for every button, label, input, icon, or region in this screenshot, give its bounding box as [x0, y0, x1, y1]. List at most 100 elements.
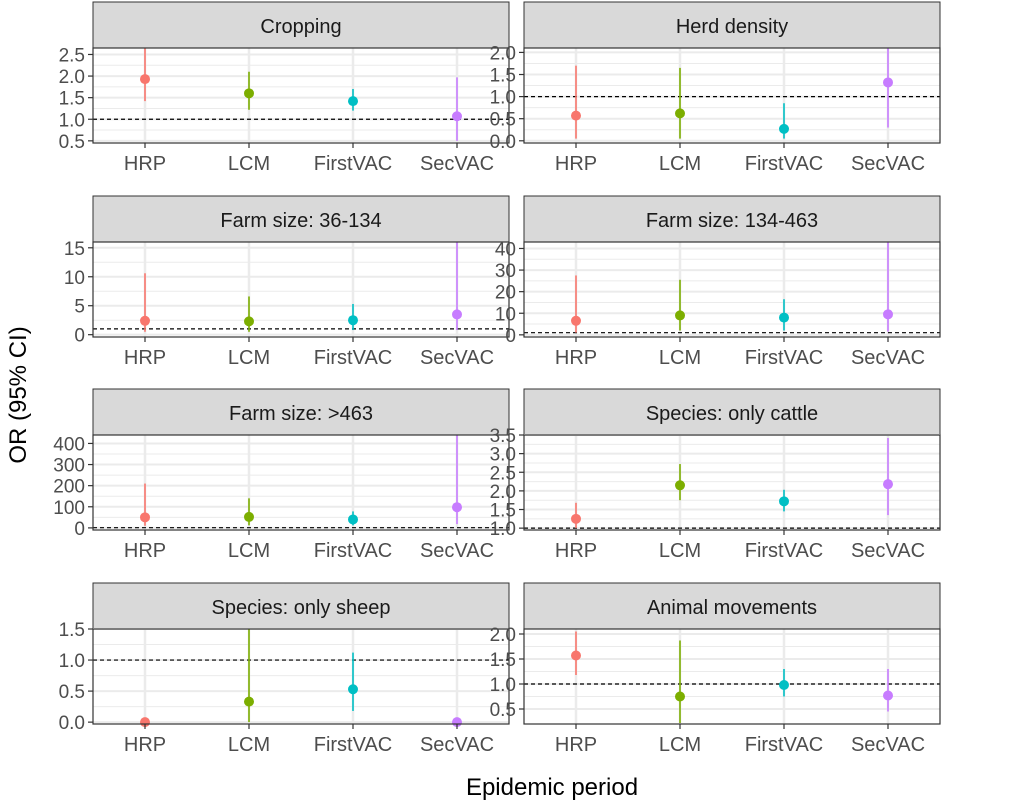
- panel-species-only-sheep: Species: only sheep 0.0 0.5 1.0 1.5 HRP LCM Fir…: [59, 582, 510, 756]
- x-tick-label-hrp-animal-movements: HRP: [555, 734, 597, 756]
- panel-background-herd-density: [524, 48, 940, 143]
- panel-background-species-only-sheep: [93, 629, 509, 724]
- strip-title-cropping: Cropping: [260, 16, 341, 38]
- y-tick-label-species-only-sheep: 0.0: [59, 713, 85, 734]
- point-secvac-species-only-cattle: [883, 479, 893, 490]
- x-tick-label-secvac-cropping: SecVAC: [420, 153, 494, 175]
- x-tick-label-lcm-cropping: LCM: [228, 153, 270, 175]
- x-tick-label-lcm-farm-size-134-463: LCM: [659, 347, 701, 369]
- panel-border-species-only-sheep: [92, 628, 510, 725]
- point-hrp-herd-density: [571, 110, 581, 121]
- y-tick-label-farm-size-134-463: 40: [495, 239, 516, 260]
- panel-border-animal-movements: [523, 628, 941, 725]
- panel-herd-density: Herd density 0.00.51.01.52.0 HRP LCM FirstVA…: [490, 1, 941, 175]
- x-tick-label-firstvac-herd-density: FirstVAC: [745, 153, 824, 175]
- y-tick-label-animal-movements: 1.0: [490, 675, 516, 696]
- strip-herd-density: [523, 1, 941, 49]
- point-firstvac-farm-size-36-134: [348, 315, 358, 326]
- y-tick-label-farm-size-463: 200: [53, 477, 85, 498]
- x-tick-label-hrp-farm-size-36-134: HRP: [124, 347, 166, 369]
- point-firstvac-herd-density: [779, 123, 789, 134]
- x-tick-label-secvac-species-only-cattle: SecVAC: [851, 540, 925, 562]
- y-tick-label-species-only-cattle: 1.0: [490, 519, 516, 540]
- strip-species-only-cattle: [523, 388, 941, 436]
- panel-animal-movements: Animal movements 0.5 1.0 1.5 2.0 HRP LCM FirstV…: [490, 582, 941, 756]
- x-tick-label-lcm-farm-size-463: LCM: [228, 540, 270, 562]
- x-tick-label-lcm-species-only-cattle: LCM: [659, 540, 701, 562]
- x-tick-label-secvac-herd-density: SecVAC: [851, 153, 925, 175]
- point-lcm-cropping: [244, 88, 254, 99]
- point-lcm-farm-size-134-463: [675, 310, 685, 321]
- panel-background-cropping: [93, 48, 509, 143]
- strip-title-farm-size-463: Farm size: >463: [229, 403, 373, 425]
- panel-border-cropping: [92, 47, 510, 144]
- point-secvac-species-only-sheep: [452, 717, 462, 728]
- strip-title-species-only-cattle: Species: only cattle: [646, 403, 818, 425]
- panel-farm-size-36-134: Farm size: 36-134 0 5 10 15 HRP LCM FirstVAC Sec…: [64, 195, 510, 369]
- point-secvac-farm-size-36-134: [452, 309, 462, 320]
- x-tick-label-hrp-herd-density: HRP: [555, 153, 597, 175]
- y-tick-label-species-only-cattle: 1.5: [490, 501, 516, 522]
- x-tick-label-lcm-farm-size-36-134: LCM: [228, 347, 270, 369]
- y-tick-label-farm-size-36-134: 15: [64, 239, 85, 260]
- y-tick-label-farm-size-36-134: 0: [74, 326, 85, 347]
- point-lcm-animal-movements: [675, 691, 685, 702]
- panel-background-farm-size-134-463: [524, 242, 940, 337]
- x-tick-label-lcm-herd-density: LCM: [659, 153, 701, 175]
- panel-species-only-cattle: Species: only cattle 1.01.52.02.53.03.5 HR…: [490, 388, 941, 562]
- point-hrp-animal-movements: [571, 650, 581, 661]
- strip-farm-size-134-463: [523, 195, 941, 243]
- y-tick-label-farm-size-134-463: 10: [495, 304, 516, 325]
- point-lcm-species-only-sheep: [244, 696, 254, 707]
- point-lcm-herd-density: [675, 108, 685, 119]
- point-firstvac-cropping: [348, 96, 358, 107]
- y-tick-label-herd-density: 1.5: [490, 66, 516, 87]
- panel-border-farm-size-36-134: [92, 241, 510, 338]
- y-tick-label-herd-density: 1.0: [490, 88, 516, 109]
- y-tick-label-herd-density: 0.0: [490, 132, 516, 153]
- x-tick-label-secvac-farm-size-36-134: SecVAC: [420, 347, 494, 369]
- panel-background-farm-size-36-134: [93, 242, 509, 337]
- point-hrp-farm-size-134-463: [571, 315, 581, 326]
- panel-border-farm-size-463: [92, 434, 510, 531]
- y-tick-label-cropping: 1.0: [59, 110, 85, 131]
- strip-title-herd-density: Herd density: [676, 16, 788, 38]
- x-tick-label-secvac-animal-movements: SecVAC: [851, 734, 925, 756]
- y-tick-label-species-only-cattle: 3.0: [490, 445, 516, 466]
- point-secvac-farm-size-134-463: [883, 309, 893, 320]
- y-axis-title: OR (95% CI): [5, 326, 32, 463]
- y-tick-label-farm-size-134-463: 0: [505, 326, 516, 347]
- point-firstvac-species-only-cattle: [779, 496, 789, 507]
- strip-title-animal-movements: Animal movements: [647, 597, 817, 619]
- point-hrp-species-only-sheep: [140, 717, 150, 728]
- point-secvac-cropping: [452, 111, 462, 122]
- y-tick-label-herd-density: 0.5: [490, 110, 516, 131]
- panel-border-herd-density: [523, 47, 941, 144]
- panel-background-farm-size-463: [93, 435, 509, 530]
- panel-background-species-only-cattle: [524, 435, 940, 530]
- y-tick-label-cropping: 0.5: [59, 132, 85, 153]
- x-tick-label-firstvac-farm-size-463: FirstVAC: [314, 540, 393, 562]
- y-tick-label-species-only-sheep: 1.5: [59, 620, 85, 641]
- panel-border-species-only-cattle: [523, 434, 941, 531]
- x-tick-label-firstvac-species-only-sheep: FirstVAC: [314, 734, 393, 756]
- y-tick-label-cropping: 2.5: [59, 45, 85, 66]
- y-tick-label-species-only-cattle: 2.0: [490, 482, 516, 503]
- point-hrp-farm-size-463: [140, 512, 150, 523]
- y-tick-label-farm-size-463: 400: [53, 434, 85, 455]
- x-axis-title: Epidemic period: [466, 774, 638, 801]
- point-firstvac-farm-size-134-463: [779, 312, 789, 323]
- x-tick-label-secvac-farm-size-463: SecVAC: [420, 540, 494, 562]
- strip-title-species-only-sheep: Species: only sheep: [211, 597, 390, 619]
- y-tick-label-farm-size-134-463: 20: [495, 283, 516, 304]
- y-tick-label-species-only-cattle: 2.5: [490, 463, 516, 484]
- x-tick-label-secvac-species-only-sheep: SecVAC: [420, 734, 494, 756]
- x-tick-label-firstvac-cropping: FirstVAC: [314, 153, 393, 175]
- strip-title-farm-size-36-134: Farm size: 36-134: [220, 210, 381, 232]
- point-hrp-cropping: [140, 74, 150, 85]
- y-tick-label-animal-movements: 1.5: [490, 650, 516, 671]
- y-tick-label-herd-density: 2.0: [490, 43, 516, 64]
